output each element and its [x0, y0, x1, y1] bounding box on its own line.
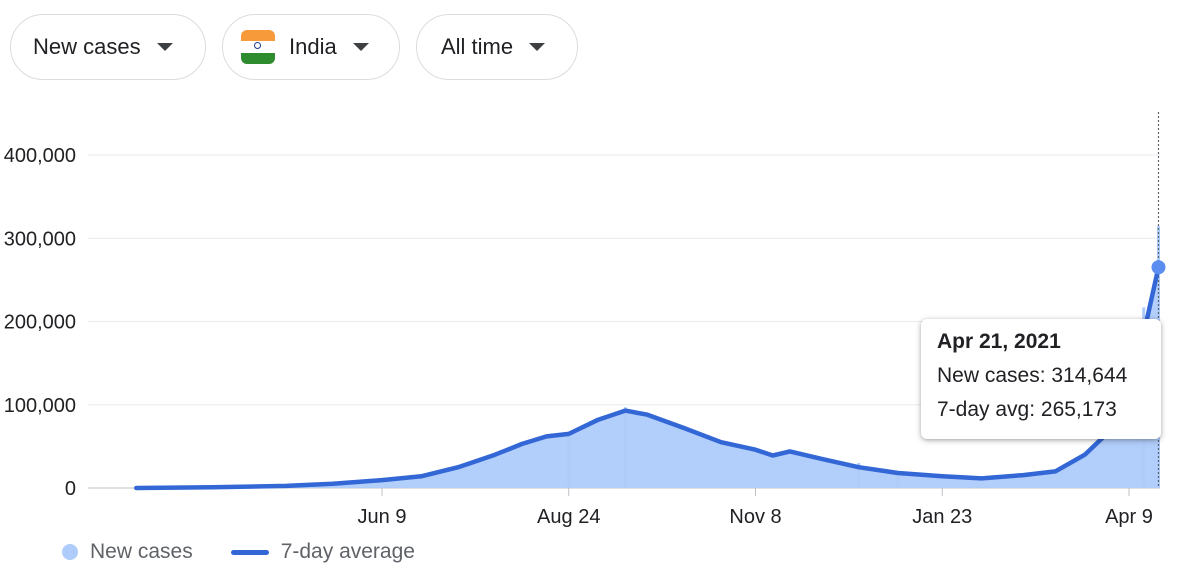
chevron-down-icon — [156, 43, 173, 51]
x-tick-label: Aug 24 — [537, 506, 600, 528]
legend-new-cases-swatch — [62, 544, 78, 560]
average-line — [134, 264, 1161, 491]
legend-average-label: 7-day average — [280, 540, 415, 563]
highlight-point — [1151, 260, 1166, 275]
tooltip-date: Apr 21, 2021 — [937, 330, 1061, 353]
legend-average-swatch — [230, 549, 269, 555]
y-tick-label: 300,000 — [4, 228, 76, 250]
tooltip-new-cases: New cases: 314,644 — [937, 364, 1128, 387]
metric-dropdown[interactable]: New cases — [10, 14, 206, 80]
chart-tooltip: Apr 21, 2021 New cases: 314,644 7-day av… — [921, 319, 1161, 439]
time-range-dropdown[interactable]: All time — [416, 14, 578, 80]
time-range-dropdown-label: All time — [441, 34, 514, 59]
tooltip-avg: 7-day avg: 265,173 — [937, 398, 1117, 421]
new-cases-bar — [567, 433, 571, 488]
chevron-down-icon — [529, 43, 546, 51]
new-cases-bar — [623, 407, 627, 488]
x-tick-label: Jun 9 — [358, 506, 407, 528]
y-tick-label: 0 — [65, 478, 76, 500]
chevron-down-icon — [352, 43, 369, 51]
chart-legend: New cases 7-day average — [62, 540, 415, 564]
india-flag-icon — [241, 30, 275, 64]
new-cases-bar — [896, 471, 900, 488]
metric-dropdown-label: New cases — [33, 34, 141, 59]
x-tick-label: Apr 9 — [1105, 506, 1153, 528]
new-cases-area — [136, 226, 1159, 488]
legend-new-cases-label: New cases — [90, 540, 193, 563]
x-tick-label: Jan 23 — [912, 506, 972, 528]
region-dropdown[interactable]: India — [222, 14, 400, 80]
y-tick-label: 200,000 — [4, 312, 76, 334]
new-cases-bar — [857, 463, 861, 488]
y-tick-label: 400,000 — [4, 145, 76, 167]
region-dropdown-label: India — [289, 34, 337, 59]
y-tick-label: 100,000 — [4, 395, 76, 417]
x-tick-label: Nov 8 — [729, 506, 781, 528]
